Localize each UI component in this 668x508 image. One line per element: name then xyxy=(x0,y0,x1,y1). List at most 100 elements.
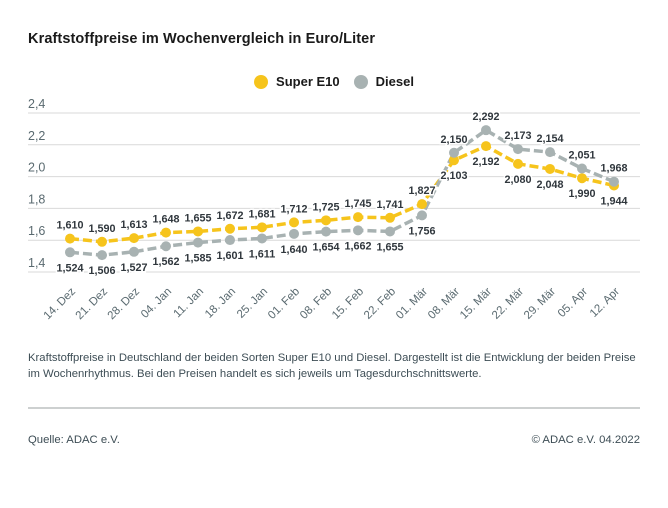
data-point-diesel xyxy=(481,125,491,136)
x-axis-tick-label: 08. Mär xyxy=(426,286,462,322)
y-axis-tick-label: 2,0 xyxy=(28,161,45,175)
data-label: 2,103 xyxy=(440,170,467,182)
data-point-diesel xyxy=(161,241,171,252)
data-point-diesel xyxy=(129,246,139,257)
data-label: 1,527 xyxy=(120,262,147,274)
data-point-super-e10 xyxy=(289,217,299,228)
y-axis-tick-label: 2,4 xyxy=(28,97,45,111)
data-label: 1,944 xyxy=(600,196,627,208)
y-axis-tick-label: 1,4 xyxy=(28,256,45,270)
legend-dot-super-e10-icon xyxy=(254,74,269,89)
data-point-super-e10 xyxy=(513,158,523,169)
chart-description: Kraftstoffpreise in Deutschland der beid… xyxy=(28,352,636,380)
x-axis-tick-label: 28. Dez xyxy=(106,285,143,322)
x-axis-tick-label: 15. Feb xyxy=(330,286,366,322)
y-axis-tick-label: 1,8 xyxy=(28,192,45,206)
data-label: 2,051 xyxy=(568,149,595,161)
data-point-super-e10 xyxy=(161,227,171,238)
data-label: 1,712 xyxy=(280,203,307,215)
x-axis-tick-label: 08. Feb xyxy=(298,286,334,322)
data-point-super-e10 xyxy=(257,222,267,233)
data-label: 1,745 xyxy=(344,198,371,210)
data-label: 1,654 xyxy=(312,242,339,254)
data-label: 2,192 xyxy=(472,156,499,168)
data-point-super-e10 xyxy=(65,233,75,244)
data-label: 1,585 xyxy=(184,253,211,265)
x-axis-tick-label: 22. Feb xyxy=(362,286,398,322)
x-axis-tick-label: 01. Feb xyxy=(266,286,302,322)
series-line-diesel xyxy=(69,128,615,257)
data-point-super-e10 xyxy=(353,212,363,223)
data-point-diesel xyxy=(321,226,331,237)
data-label: 2,048 xyxy=(536,179,563,191)
data-label: 2,173 xyxy=(504,130,531,142)
data-label: 1,506 xyxy=(88,265,115,277)
data-point-diesel xyxy=(545,147,555,158)
data-point-diesel xyxy=(577,163,587,174)
data-label: 1,741 xyxy=(376,199,403,211)
data-label: 1,590 xyxy=(88,223,115,235)
x-axis-tick-label: 04. Jan xyxy=(139,286,174,321)
y-axis-tick-label: 1,6 xyxy=(28,224,45,238)
x-axis-tick-label: 21. Dez xyxy=(74,285,111,322)
x-axis-tick-label: 14. Dez xyxy=(42,285,79,322)
data-label: 2,292 xyxy=(472,111,499,123)
data-point-diesel xyxy=(289,228,299,239)
data-label: 1,648 xyxy=(152,214,179,226)
legend-dot-diesel-icon xyxy=(353,74,368,89)
data-point-super-e10 xyxy=(385,212,395,223)
legend-label-super-e10: Super E10 xyxy=(276,74,340,89)
data-point-diesel xyxy=(65,247,75,258)
data-label: 1,562 xyxy=(152,256,179,268)
data-label: 1,672 xyxy=(216,210,243,222)
data-point-super-e10 xyxy=(577,173,587,184)
data-point-super-e10 xyxy=(545,163,555,174)
data-point-diesel xyxy=(225,235,235,246)
data-point-diesel xyxy=(353,225,363,236)
data-point-diesel xyxy=(97,250,107,261)
data-label: 1,640 xyxy=(280,244,307,256)
data-point-diesel xyxy=(193,237,203,248)
data-label: 1,968 xyxy=(600,163,627,175)
data-point-super-e10 xyxy=(321,215,331,226)
legend-item-diesel: Diesel xyxy=(353,74,414,89)
data-point-super-e10 xyxy=(225,223,235,234)
data-point-diesel xyxy=(513,144,523,155)
x-axis-tick-label: 15. Mär xyxy=(458,286,494,322)
data-point-super-e10 xyxy=(129,233,139,244)
legend: Super E10 Diesel xyxy=(0,74,668,89)
data-point-super-e10 xyxy=(97,236,107,247)
data-label: 1,725 xyxy=(312,201,339,213)
data-label: 1,756 xyxy=(408,225,435,237)
series-line-super-e10 xyxy=(69,144,615,244)
data-label: 2,080 xyxy=(504,174,531,186)
data-label: 1,827 xyxy=(408,185,435,197)
chart-title: Kraftstoffpreise im Wochenvergleich in E… xyxy=(28,31,376,47)
data-point-super-e10 xyxy=(193,226,203,237)
data-label: 1,524 xyxy=(56,262,83,274)
x-axis-tick-label: 22. Mär xyxy=(490,286,526,322)
x-axis-tick-label: 25. Jan xyxy=(235,286,270,321)
data-label: 1,990 xyxy=(568,188,595,200)
data-point-diesel xyxy=(385,226,395,237)
legend-item-super-e10: Super E10 xyxy=(254,74,340,89)
data-label: 1,610 xyxy=(56,220,83,232)
data-point-diesel xyxy=(609,176,619,187)
y-axis-tick-label: 2,2 xyxy=(28,129,45,143)
x-axis-tick-label: 01. Mär xyxy=(394,286,430,322)
data-point-super-e10 xyxy=(417,199,427,210)
data-point-super-e10 xyxy=(481,141,491,152)
data-label: 2,154 xyxy=(536,133,563,145)
x-axis-tick-label: 05. Apr xyxy=(556,286,590,320)
x-axis-tick-label: 11. Jan xyxy=(172,286,207,321)
data-point-diesel xyxy=(449,147,459,158)
data-point-diesel xyxy=(417,210,427,221)
data-label: 1,601 xyxy=(216,250,243,262)
data-label: 1,662 xyxy=(344,240,371,252)
data-label: 1,611 xyxy=(249,248,275,260)
legend-label-diesel: Diesel xyxy=(375,74,414,89)
data-label: 1,613 xyxy=(120,219,147,231)
x-axis-tick-label: 12. Apr xyxy=(588,286,622,320)
